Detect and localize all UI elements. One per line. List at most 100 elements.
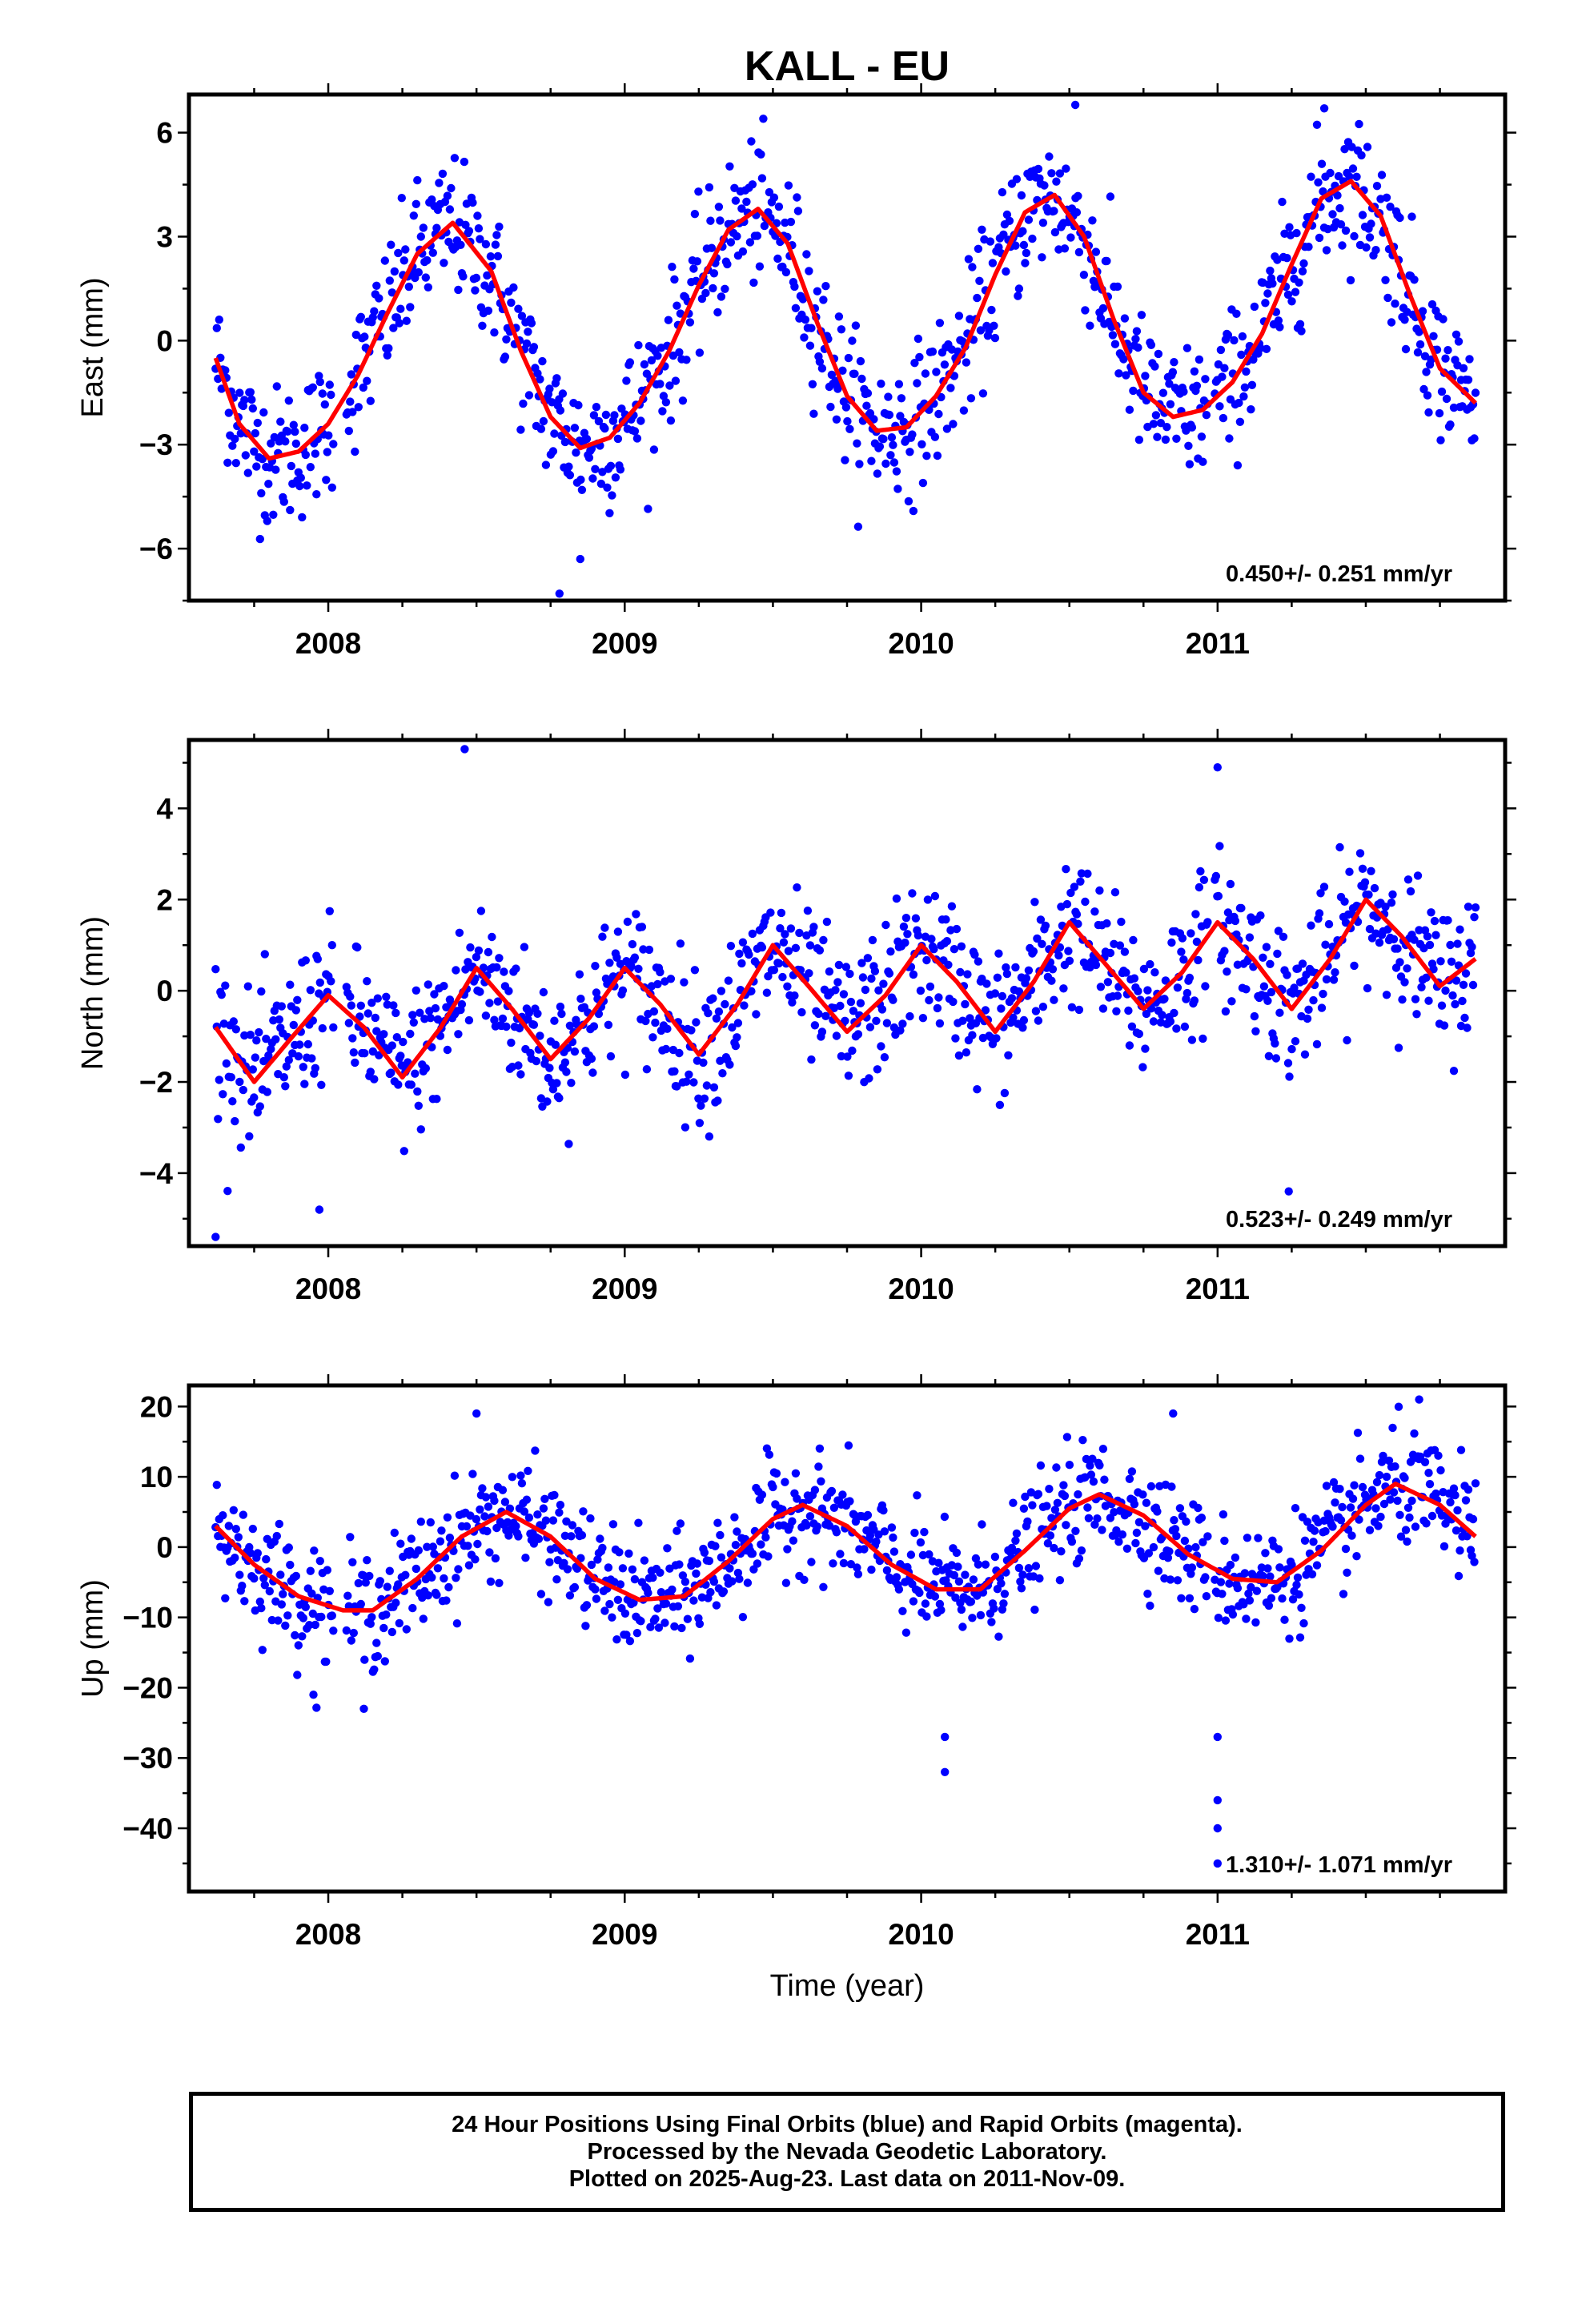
data-point bbox=[344, 426, 353, 436]
data-point bbox=[1074, 247, 1084, 257]
data-point bbox=[485, 999, 494, 1007]
data-point bbox=[311, 449, 319, 458]
data-point bbox=[990, 333, 1000, 343]
data-point bbox=[1072, 208, 1082, 217]
data-point bbox=[1220, 1536, 1229, 1546]
data-point bbox=[1429, 965, 1438, 974]
data-point bbox=[1254, 1534, 1263, 1542]
data-point bbox=[240, 396, 249, 404]
data-point bbox=[498, 1486, 508, 1494]
data-point bbox=[306, 463, 315, 472]
data-point bbox=[886, 451, 895, 460]
y-tick-label: 6 bbox=[156, 117, 173, 150]
data-point bbox=[1219, 1510, 1228, 1519]
fit-curve bbox=[213, 179, 1477, 461]
data-point bbox=[1233, 460, 1243, 470]
data-point bbox=[1275, 1563, 1284, 1572]
data-point bbox=[1309, 1538, 1318, 1546]
data-point bbox=[904, 497, 913, 506]
data-point bbox=[814, 1462, 823, 1471]
data-point bbox=[556, 406, 565, 415]
data-point bbox=[1387, 899, 1396, 907]
data-point bbox=[1166, 1017, 1175, 1026]
data-point bbox=[1170, 1516, 1178, 1525]
data-point bbox=[834, 312, 844, 321]
data-point bbox=[781, 267, 791, 277]
data-point bbox=[613, 927, 623, 936]
data-point bbox=[450, 154, 460, 163]
data-point bbox=[1038, 253, 1046, 262]
data-point bbox=[1350, 961, 1359, 971]
data-point bbox=[865, 1023, 875, 1031]
data-point bbox=[1007, 994, 1017, 1003]
data-point bbox=[286, 1560, 295, 1570]
data-point bbox=[1014, 987, 1024, 996]
data-point bbox=[424, 1591, 432, 1600]
data-point bbox=[731, 1041, 741, 1051]
data-point bbox=[1303, 1518, 1312, 1526]
data-point bbox=[394, 248, 403, 258]
data-point bbox=[424, 283, 432, 292]
data-point bbox=[618, 986, 628, 995]
data-point bbox=[1195, 883, 1204, 892]
data-point bbox=[958, 1016, 967, 1025]
data-point bbox=[961, 1570, 970, 1579]
data-point bbox=[749, 278, 758, 287]
data-point bbox=[718, 1069, 727, 1078]
data-point bbox=[1021, 259, 1030, 267]
data-point bbox=[933, 451, 942, 460]
data-point bbox=[481, 1493, 491, 1502]
data-point bbox=[1187, 423, 1197, 432]
data-point bbox=[959, 406, 969, 415]
data-point bbox=[1452, 976, 1461, 985]
data-point bbox=[668, 1585, 677, 1594]
data-point bbox=[493, 997, 503, 1006]
data-point bbox=[472, 1409, 481, 1418]
data-point bbox=[456, 240, 465, 249]
data-point bbox=[941, 1732, 950, 1742]
data-point bbox=[1086, 1470, 1096, 1479]
data-point bbox=[837, 1051, 846, 1061]
data-point bbox=[769, 966, 779, 975]
data-point bbox=[834, 960, 844, 970]
data-point bbox=[1106, 192, 1115, 201]
data-point bbox=[594, 1009, 604, 1019]
data-point bbox=[604, 1563, 613, 1572]
data-point bbox=[733, 1527, 741, 1536]
data-point bbox=[723, 259, 732, 269]
data-point bbox=[716, 1530, 725, 1540]
data-point bbox=[675, 1048, 684, 1058]
data-point bbox=[1340, 145, 1349, 154]
data-point bbox=[1162, 423, 1171, 432]
data-point bbox=[291, 439, 300, 448]
data-point bbox=[1456, 1445, 1466, 1454]
data-point bbox=[1335, 842, 1344, 852]
data-point bbox=[1283, 1059, 1293, 1068]
data-point bbox=[921, 369, 930, 378]
data-point bbox=[1074, 191, 1082, 200]
data-point bbox=[1038, 219, 1048, 227]
data-point bbox=[1202, 1592, 1211, 1601]
data-point bbox=[748, 929, 757, 939]
data-point bbox=[651, 1614, 660, 1623]
data-point bbox=[777, 908, 786, 918]
data-point bbox=[1098, 1445, 1108, 1454]
data-point bbox=[1431, 931, 1440, 939]
data-point bbox=[774, 959, 784, 968]
data-point bbox=[1263, 996, 1272, 1006]
data-point bbox=[390, 267, 399, 276]
data-point bbox=[613, 434, 623, 444]
data-point bbox=[944, 960, 953, 970]
points-east bbox=[211, 100, 1480, 598]
data-point bbox=[231, 1025, 240, 1034]
data-point bbox=[1086, 321, 1094, 330]
data-point bbox=[1238, 332, 1247, 341]
data-point bbox=[829, 1559, 837, 1568]
data-point bbox=[572, 448, 580, 457]
data-point bbox=[719, 1587, 729, 1596]
data-point bbox=[1395, 958, 1404, 967]
chart-title: KALL - EU bbox=[745, 43, 950, 90]
data-point bbox=[529, 343, 539, 352]
data-point bbox=[1395, 1510, 1404, 1520]
